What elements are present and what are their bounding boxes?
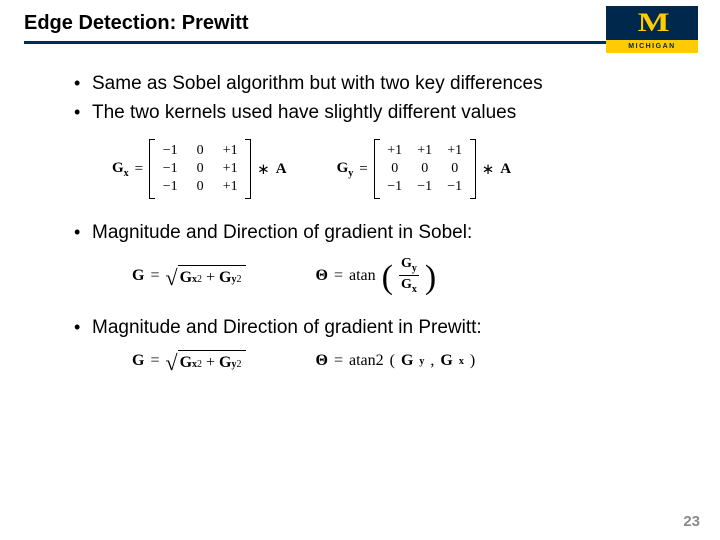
bullet-4: Magnitude and Direction of gradient in P… bbox=[74, 316, 666, 341]
logo-letter: M bbox=[637, 8, 666, 38]
logo-label: MICHIGAN bbox=[606, 40, 698, 53]
gx-kernel: Gx = −10+1 −10+1 −10+1 ∗ A bbox=[112, 139, 287, 199]
title-underline bbox=[24, 41, 696, 44]
bullet-1: Same as Sobel algorithm but with two key… bbox=[74, 72, 666, 97]
sobel-magnitude: G = √ Gx2 + Gy2 bbox=[132, 265, 246, 287]
slide-content: Same as Sobel algorithm but with two key… bbox=[24, 72, 696, 372]
kernel-equations: Gx = −10+1 −10+1 −10+1 ∗ A Gy = bbox=[112, 139, 666, 199]
page-number: 23 bbox=[683, 513, 700, 530]
logo-block-m: M bbox=[606, 6, 698, 40]
gy-kernel: Gy = +1+1+1 000 −1−1−1 ∗ A bbox=[337, 139, 512, 199]
gx-matrix: −10+1 −10+1 −10+1 bbox=[149, 139, 251, 199]
prewitt-direction: Θ = atan2 (Gy, Gx) bbox=[316, 352, 476, 370]
sobel-direction: Θ = atan ( Gy Gx ) bbox=[316, 256, 437, 296]
bullet-3: Magnitude and Direction of gradient in S… bbox=[74, 221, 666, 246]
gy-matrix: +1+1+1 000 −1−1−1 bbox=[374, 139, 476, 199]
slide-title: Edge Detection: Prewitt bbox=[24, 12, 696, 35]
prewitt-equations: G = √ Gx2 + Gy2 Θ = atan2 (Gy, Gx) bbox=[132, 350, 666, 372]
michigan-logo: M MICHIGAN bbox=[606, 6, 698, 58]
slide: M MICHIGAN Edge Detection: Prewitt Same … bbox=[0, 0, 720, 540]
bullet-2: The two kernels used have slightly diffe… bbox=[74, 101, 666, 126]
sobel-equations: G = √ Gx2 + Gy2 Θ = atan ( Gy G bbox=[132, 256, 666, 296]
prewitt-magnitude: G = √ Gx2 + Gy2 bbox=[132, 350, 246, 372]
